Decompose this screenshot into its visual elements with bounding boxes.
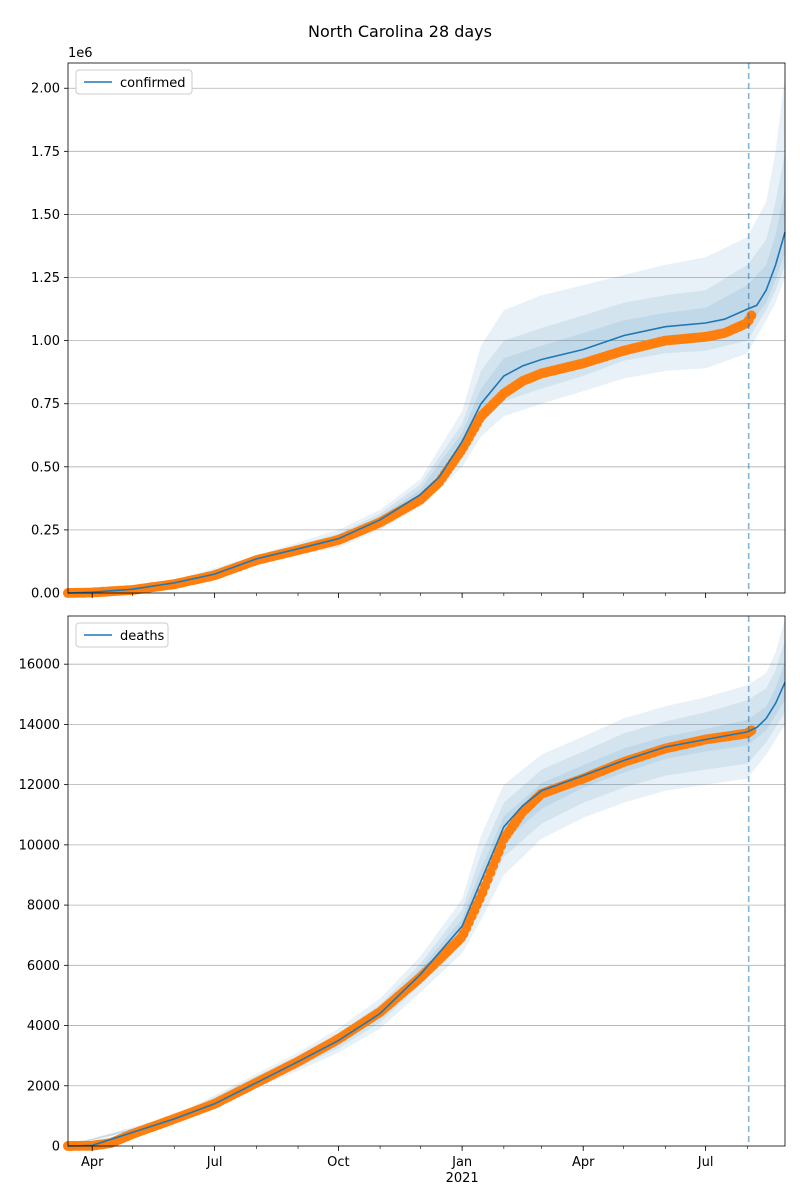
band-mid [68, 151, 785, 594]
y-tick-label: 0.25 [31, 523, 60, 538]
y-tick-label: 1.50 [31, 208, 60, 223]
axes-frame [67, 615, 786, 1147]
x-tick-label: Jul [697, 1155, 714, 1170]
y-tick-label: 12000 [19, 778, 60, 793]
y-tick-label: 0.50 [31, 460, 60, 475]
y-offset-label: 1e6 [68, 46, 93, 61]
figure-title: North Carolina 28 days [308, 22, 492, 41]
confirmed-panel: 0.00 0.25 0.50 0.75 1.00 1.25 1.50 1.75 2.00 1e6 c… [31, 46, 786, 602]
y-tick-label: 10000 [19, 838, 60, 853]
x-tick-label: Jul [206, 1155, 223, 1170]
y-tick-label: 0.00 [31, 587, 60, 602]
y-tick-label: 0 [52, 1140, 60, 1155]
deaths-panel: 0 2000 4000 6000 8000 10000 12000 14000 16000 Apr… [19, 615, 786, 1186]
band-inner [68, 189, 785, 593]
model-line [67, 231, 786, 594]
x-tick-label: Apr [572, 1155, 595, 1170]
x-tick-label: Jan [451, 1155, 472, 1170]
y-tick-label: 16000 [19, 658, 60, 673]
legend-box [75, 622, 169, 648]
band-outer [68, 619, 785, 1146]
legend-label: deaths [120, 629, 165, 644]
axes-frame [67, 62, 786, 594]
y-tick-label: 6000 [27, 959, 60, 974]
y-tick-label: 4000 [27, 1019, 60, 1034]
y-tick-label: 1.75 [31, 145, 60, 160]
legend-box [75, 69, 193, 95]
y-tick-label: 8000 [27, 899, 60, 914]
y-tick-label: 0.75 [31, 397, 60, 412]
x-year-label: 2021 [446, 1171, 479, 1186]
x-tick-label: Apr [81, 1155, 104, 1170]
y-tick-label: 2000 [27, 1079, 60, 1094]
x-tick-label: Oct [327, 1155, 349, 1170]
y-tick-label: 14000 [19, 718, 60, 733]
legend-label: confirmed [120, 76, 186, 91]
y-tick-label: 2.00 [31, 82, 60, 97]
y-tick-label: 1.25 [31, 271, 60, 286]
y-tick-label: 1.00 [31, 334, 60, 349]
